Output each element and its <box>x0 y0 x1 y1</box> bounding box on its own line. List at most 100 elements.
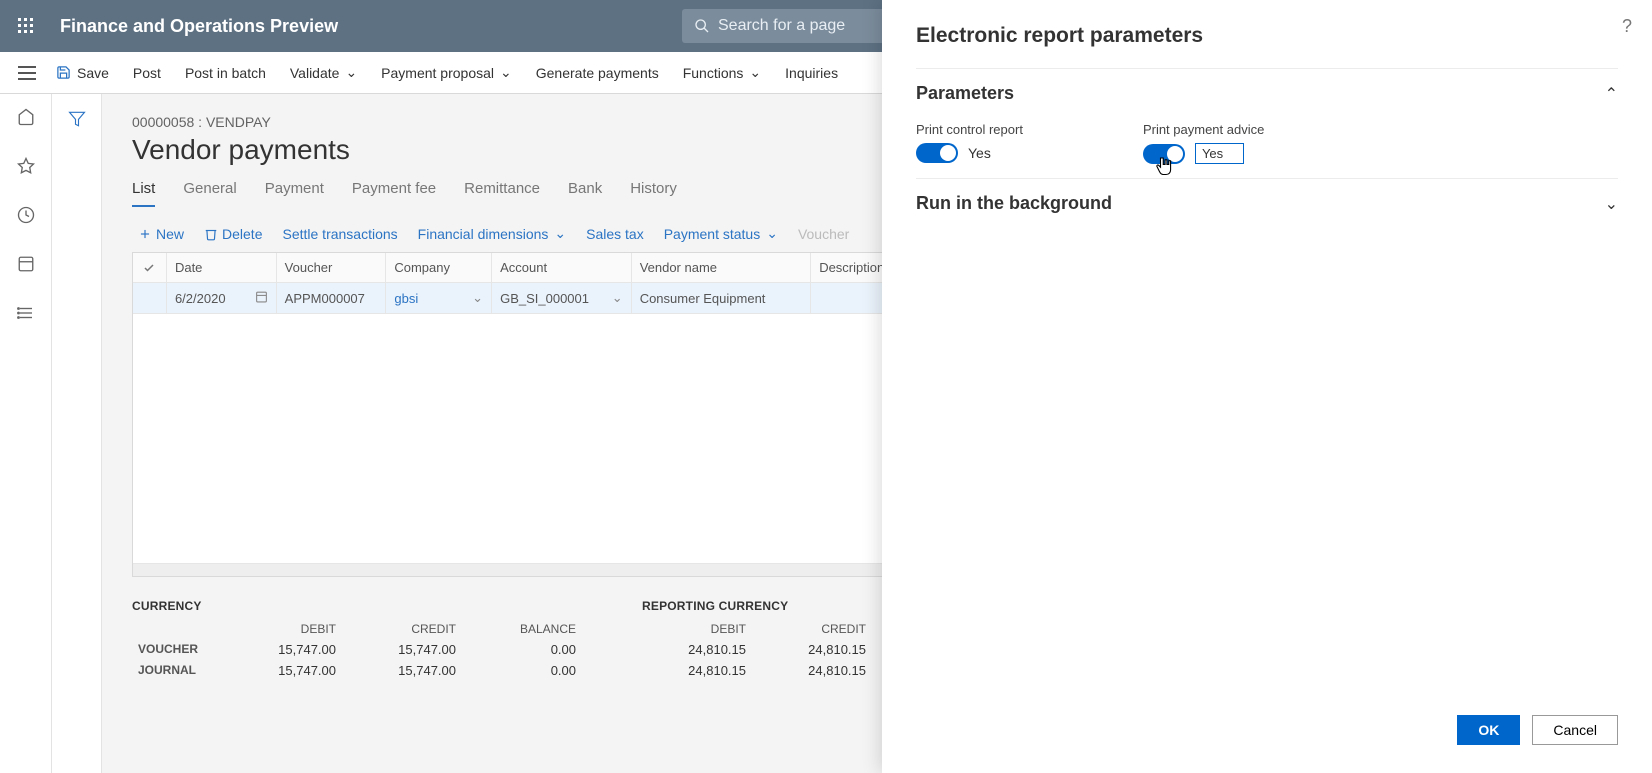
chevron-down-icon: ⌄ <box>749 64 761 81</box>
recent-icon[interactable] <box>17 206 35 229</box>
panel-footer: OK Cancel <box>916 695 1618 773</box>
menu-icon[interactable] <box>10 66 44 80</box>
chevron-down-icon: ⌄ <box>766 225 778 242</box>
generate-payments-button[interactable]: Generate payments <box>524 52 671 93</box>
print-control-toggle[interactable] <box>916 143 958 163</box>
print-advice-value: Yes <box>1195 143 1244 164</box>
help-icon[interactable]: ? <box>1622 16 1632 37</box>
run-background-title: Run in the background <box>916 193 1112 214</box>
new-button[interactable]: New <box>138 226 184 242</box>
currency-title: CURRENCY <box>132 599 582 613</box>
inquiries-button[interactable]: Inquiries <box>773 52 850 93</box>
sales-tax-button[interactable]: Sales tax <box>586 226 644 242</box>
payment-status-button[interactable]: Payment status⌄ <box>664 225 778 242</box>
functions-button[interactable]: Functions⌄ <box>671 52 773 93</box>
cell-date[interactable]: 6/2/2020 <box>167 283 277 314</box>
chevron-up-icon: ⌃ <box>1605 84 1618 104</box>
save-label: Save <box>77 65 109 81</box>
search-placeholder: Search for a page <box>718 17 845 35</box>
settle-button[interactable]: Settle transactions <box>282 226 397 242</box>
cell-company[interactable]: gbsi⌄ <box>386 283 492 314</box>
left-rail <box>0 94 52 773</box>
post-batch-button[interactable]: Post in batch <box>173 52 278 93</box>
table-row[interactable]: 6/2/2020 APPM000007 gbsi⌄ GB_SI_000001⌄ … <box>133 283 891 314</box>
tab-payment-fee[interactable]: Payment fee <box>352 180 436 207</box>
cur-voucher-credit: 15,747.00 <box>342 639 462 660</box>
tab-remittance[interactable]: Remittance <box>464 180 540 207</box>
app-launcher-icon[interactable] <box>0 18 52 34</box>
filter-icon[interactable] <box>68 110 86 773</box>
parameters-section-header[interactable]: Parameters ⌃ <box>916 83 1618 104</box>
col-voucher[interactable]: Voucher <box>277 253 387 283</box>
favorites-icon[interactable] <box>17 157 35 180</box>
check-icon <box>143 262 155 274</box>
cur-voucher-balance: 0.00 <box>462 639 582 660</box>
tab-bank[interactable]: Bank <box>568 180 602 207</box>
panel-title: Electronic report parameters <box>916 24 1618 48</box>
journal-label: JOURNAL <box>132 660 232 681</box>
col-date[interactable]: Date <box>167 253 277 283</box>
chevron-down-icon: ⌄ <box>1605 194 1618 214</box>
cancel-button[interactable]: Cancel <box>1532 715 1618 745</box>
chevron-down-icon[interactable]: ⌄ <box>612 290 623 306</box>
print-advice-label: Print payment advice <box>1143 122 1264 137</box>
rep-voucher-debit: 24,810.15 <box>642 639 752 660</box>
tab-list[interactable]: List <box>132 180 155 207</box>
run-background-header[interactable]: Run in the background ⌄ <box>916 193 1618 214</box>
parameters-section-title: Parameters <box>916 83 1014 104</box>
currency-totals: CURRENCY DEBIT CREDIT BALANCE VOUCHER 15… <box>132 599 582 681</box>
home-icon[interactable] <box>17 108 35 131</box>
rep-voucher-credit: 24,810.15 <box>752 639 872 660</box>
chevron-down-icon: ⌄ <box>554 225 566 242</box>
print-advice-field: Print payment advice Yes <box>1143 122 1264 164</box>
cell-vendor[interactable]: Consumer Equipment <box>632 283 812 314</box>
cur-journal-balance: 0.00 <box>462 660 582 681</box>
workspaces-icon[interactable] <box>17 255 35 278</box>
financial-dimensions-button[interactable]: Financial dimensions⌄ <box>418 225 566 242</box>
tab-general[interactable]: General <box>183 180 236 207</box>
payment-proposal-button[interactable]: Payment proposal⌄ <box>369 52 524 93</box>
col-vendor[interactable]: Vendor name <box>632 253 812 283</box>
ok-button[interactable]: OK <box>1457 715 1520 745</box>
voucher-button: Voucher <box>798 226 849 242</box>
grid-empty-area <box>133 314 891 564</box>
grid-scrollbar[interactable] <box>133 564 891 576</box>
search-icon <box>694 18 710 34</box>
select-all-checkbox[interactable] <box>133 253 167 283</box>
col-company[interactable]: Company <box>386 253 492 283</box>
voucher-label: VOUCHER <box>132 639 232 660</box>
chevron-down-icon: ⌄ <box>345 64 357 81</box>
modules-icon[interactable] <box>17 304 35 327</box>
filter-column <box>52 94 102 773</box>
cell-account[interactable]: GB_SI_000001⌄ <box>492 283 632 314</box>
cur-journal-debit: 15,747.00 <box>232 660 342 681</box>
validate-button[interactable]: Validate⌄ <box>278 52 369 93</box>
row-checkbox[interactable] <box>133 283 167 314</box>
cell-voucher[interactable]: APPM000007 <box>277 283 387 314</box>
rep-journal-credit: 24,810.15 <box>752 660 872 681</box>
post-button[interactable]: Post <box>121 52 173 93</box>
cell-description[interactable] <box>811 283 891 314</box>
cur-voucher-debit: 15,747.00 <box>232 639 342 660</box>
col-account[interactable]: Account <box>492 253 632 283</box>
grid-header: Date Voucher Company Account Vendor name… <box>133 253 891 283</box>
print-control-value: Yes <box>968 145 991 161</box>
plus-icon <box>138 227 152 241</box>
col-description[interactable]: Description <box>811 253 891 283</box>
credit-header: CREDIT <box>342 619 462 639</box>
app-title: Finance and Operations Preview <box>52 16 338 37</box>
chevron-down-icon[interactable]: ⌄ <box>472 290 483 306</box>
print-advice-toggle[interactable] <box>1143 144 1185 164</box>
debit-header: DEBIT <box>642 619 752 639</box>
tab-payment[interactable]: Payment <box>265 180 324 207</box>
payments-grid: Date Voucher Company Account Vendor name… <box>132 252 892 577</box>
parameters-section: Parameters ⌃ Print control report Yes Pr… <box>916 68 1618 178</box>
credit-header: CREDIT <box>752 619 872 639</box>
save-button[interactable]: Save <box>44 52 121 93</box>
trash-icon <box>204 227 218 241</box>
delete-button[interactable]: Delete <box>204 226 262 242</box>
chevron-down-icon: ⌄ <box>500 64 512 81</box>
calendar-icon[interactable] <box>255 290 268 306</box>
tab-history[interactable]: History <box>630 180 677 207</box>
rep-journal-debit: 24,810.15 <box>642 660 752 681</box>
